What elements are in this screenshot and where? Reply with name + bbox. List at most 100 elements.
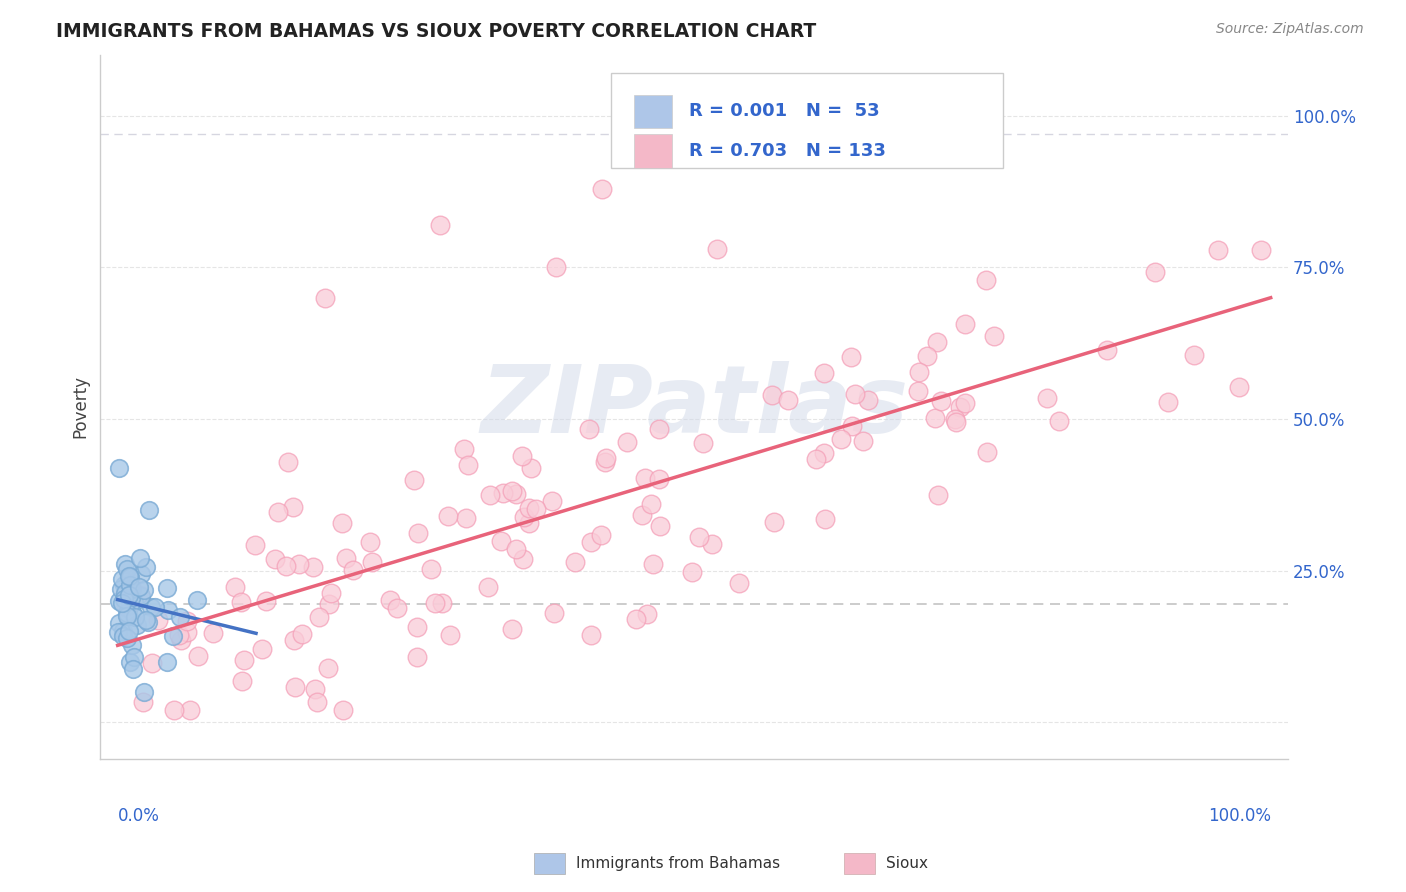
Point — [135, 560, 157, 574]
Point — [117, 631, 139, 645]
Point — [134, 685, 156, 699]
Point — [120, 591, 142, 605]
Point — [111, 572, 134, 586]
Point — [233, 653, 256, 667]
Point — [108, 593, 131, 607]
Point — [505, 487, 527, 501]
Point — [647, 472, 669, 486]
Point — [489, 534, 512, 549]
Point — [429, 218, 451, 232]
Bar — [634, 134, 672, 168]
Point — [115, 562, 138, 576]
Point — [118, 624, 141, 638]
Point — [419, 562, 441, 576]
Point — [544, 260, 567, 275]
Point — [406, 650, 429, 665]
Point — [138, 503, 160, 517]
Point — [118, 588, 141, 602]
Point — [332, 703, 354, 717]
Point — [648, 421, 671, 435]
Point — [907, 384, 929, 399]
Text: R = 0.703   N = 133: R = 0.703 N = 133 — [689, 142, 886, 160]
Point — [581, 628, 603, 642]
Point — [423, 596, 446, 610]
Point — [924, 410, 946, 425]
Point — [728, 576, 751, 591]
Point — [908, 366, 931, 380]
Point — [266, 505, 288, 519]
Point — [976, 444, 998, 458]
Point — [186, 593, 208, 607]
Point — [492, 485, 515, 500]
Point — [700, 537, 723, 551]
Point — [595, 451, 617, 466]
Text: 0.0%: 0.0% — [118, 806, 159, 824]
FancyBboxPatch shape — [612, 73, 1002, 168]
Point — [761, 388, 783, 402]
Point — [202, 625, 225, 640]
Point — [108, 460, 131, 475]
Point — [156, 603, 179, 617]
Point — [136, 615, 159, 629]
Point — [841, 350, 863, 364]
Point — [145, 599, 167, 614]
Point — [813, 366, 835, 380]
Point — [513, 509, 536, 524]
Point — [813, 446, 835, 460]
Point — [132, 583, 155, 598]
Point — [229, 595, 252, 609]
Point — [170, 632, 193, 647]
Point — [1144, 265, 1167, 279]
Point — [124, 610, 146, 624]
Point — [288, 557, 311, 571]
Point — [591, 181, 613, 195]
Point — [692, 435, 714, 450]
Point — [115, 609, 138, 624]
Point — [650, 519, 672, 533]
Point — [122, 595, 145, 609]
Point — [1227, 380, 1250, 394]
Point — [641, 557, 664, 571]
Point — [945, 415, 967, 429]
Bar — [634, 95, 672, 128]
Point — [1047, 414, 1070, 428]
Point — [283, 633, 305, 648]
Point — [110, 582, 132, 596]
Point — [162, 629, 184, 643]
Point — [1097, 343, 1119, 357]
Point — [129, 567, 152, 582]
Point — [841, 419, 863, 434]
Point — [111, 624, 134, 639]
Point — [318, 597, 340, 611]
Point — [342, 563, 364, 577]
Point — [359, 535, 381, 549]
Point — [291, 627, 314, 641]
Text: Source: ZipAtlas.com: Source: ZipAtlas.com — [1216, 22, 1364, 37]
Point — [121, 638, 143, 652]
Point — [633, 470, 655, 484]
Point — [983, 329, 1005, 343]
Point — [120, 582, 142, 596]
Text: R = 0.001   N =  53: R = 0.001 N = 53 — [689, 103, 880, 120]
Point — [125, 618, 148, 632]
Point — [254, 594, 277, 608]
Point — [512, 552, 534, 566]
Point — [167, 628, 190, 642]
Point — [332, 516, 354, 530]
Point — [304, 681, 326, 696]
Point — [510, 449, 533, 463]
Point — [122, 663, 145, 677]
Point — [1182, 349, 1205, 363]
Point — [543, 606, 565, 620]
Point — [456, 511, 478, 525]
Point — [636, 607, 658, 621]
Point — [1208, 243, 1230, 257]
Point — [117, 606, 139, 620]
Point — [830, 432, 852, 446]
Point — [120, 578, 142, 592]
Text: Immigrants from Bahamas: Immigrants from Bahamas — [576, 856, 780, 871]
Point — [953, 395, 976, 409]
Point — [616, 435, 638, 450]
Point — [501, 622, 523, 636]
Point — [953, 318, 976, 332]
